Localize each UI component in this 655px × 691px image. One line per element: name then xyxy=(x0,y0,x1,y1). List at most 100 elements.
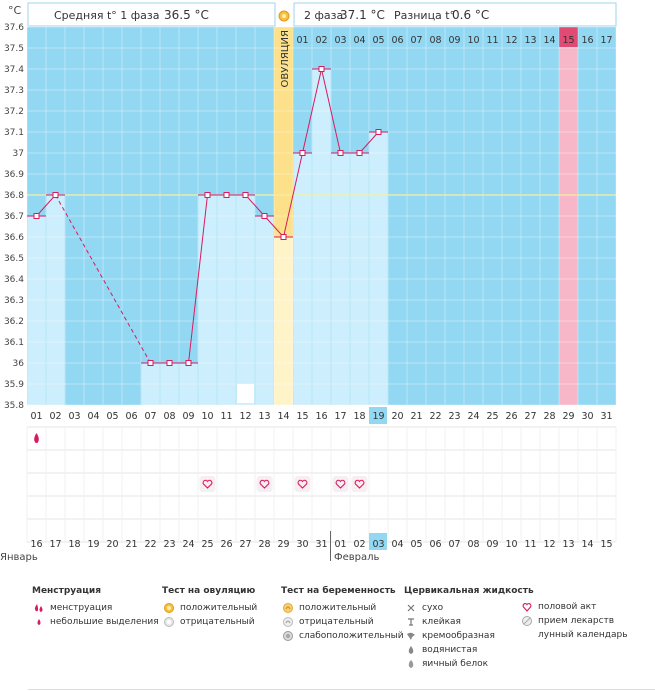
y-tick-label: 37.1 xyxy=(4,128,24,138)
legend-label: отрицательный xyxy=(180,617,255,627)
y-tick-label: 36.8 xyxy=(4,191,24,201)
diff-label: Разница t° xyxy=(394,9,455,22)
cycle-day-label: 01 xyxy=(30,411,42,422)
temperature-bar xyxy=(350,153,369,405)
y-tick-label: 36 xyxy=(13,359,25,369)
legend-other: половой акт прием лекарств лунный календ… xyxy=(520,600,628,642)
calendar-date-label: 28 xyxy=(258,539,270,550)
calendar-date-label: 05 xyxy=(410,539,422,550)
temperature-point xyxy=(223,192,230,198)
calendar-date-label: 26 xyxy=(220,539,232,550)
calendar-date-label: 17 xyxy=(49,539,61,550)
temperature-point xyxy=(52,192,59,198)
dpo-label: 09 xyxy=(448,35,460,46)
temperature-line-segment xyxy=(188,194,208,364)
legend-label: сухо xyxy=(422,603,444,613)
temperature-bar xyxy=(160,363,179,405)
chart-grid xyxy=(26,26,617,406)
dpo-label: 04 xyxy=(353,35,365,46)
calendar-date-label: 29 xyxy=(277,539,289,550)
temperature-line-segment xyxy=(245,194,265,217)
cycle-day-label: 14 xyxy=(277,411,289,422)
y-tick-label: 35.8 xyxy=(4,401,24,411)
egg-white-icon xyxy=(408,660,414,668)
legend-label: отрицательный xyxy=(299,617,374,627)
y-tick-label: 35.9 xyxy=(4,380,24,390)
y-tick-label: 36.4 xyxy=(4,275,24,285)
heart-cell xyxy=(332,476,349,492)
temperature-point xyxy=(204,192,211,198)
dpo-label: 17 xyxy=(600,35,612,46)
cycle-day-label: 05 xyxy=(106,411,118,422)
heart-cell xyxy=(256,476,273,492)
temperature-point xyxy=(166,360,173,366)
sticky-icon xyxy=(408,618,414,626)
legend-cervical-title: Цервикальная жидкость xyxy=(404,586,534,596)
legend-label: лунный календарь xyxy=(538,630,628,640)
chart-header: Средняя t° 1 фаза 36.5 °C 2 фаза 37.1 °C… xyxy=(27,2,617,27)
heart-cell xyxy=(199,476,216,492)
legend-label: прием лекарств xyxy=(538,616,615,626)
calendar-date-label: 20 xyxy=(106,539,118,550)
temperature-point xyxy=(337,150,344,156)
dry-icon xyxy=(407,604,415,612)
cycle-day-label: 09 xyxy=(182,411,194,422)
legend-menstruation-title: Менструация xyxy=(32,586,101,596)
heart-icon xyxy=(335,479,346,489)
legend-label: положительный xyxy=(299,603,377,613)
current-date-marker xyxy=(369,533,387,550)
calendar-date-label: 14 xyxy=(581,539,593,550)
cycle-day-label: 29 xyxy=(562,411,574,422)
temperature-line-segment xyxy=(359,131,379,154)
legend-cervical: Цервикальная жидкость сухо клейкая кремо… xyxy=(404,586,534,671)
dpo-row: 01 02 03 04 05 06 07 08 09 10 11 12 13 14 15 16 17 xyxy=(296,35,612,46)
temperature-bar xyxy=(217,195,236,405)
heart-icon xyxy=(354,479,365,489)
legend-item: лунный календарь xyxy=(520,628,628,642)
calendar-date-label: 27 xyxy=(239,539,251,550)
ovulation-column-bar xyxy=(274,237,293,405)
legend-label: кремообразная xyxy=(422,631,495,641)
y-tick-label: 36.1 xyxy=(4,338,24,348)
legend-label: водянистая xyxy=(422,645,478,655)
drop-double-icon xyxy=(34,604,43,612)
cycle-day-label: 27 xyxy=(524,411,536,422)
month-next-label: Февраль xyxy=(334,552,380,563)
y-tick-label: 36.2 xyxy=(4,317,24,327)
cycle-day-label: 12 xyxy=(239,411,251,422)
calendar-date-label: 11 xyxy=(524,539,536,550)
watery-icon xyxy=(408,646,414,654)
temperature-bar xyxy=(255,216,274,405)
calendar-date-label: 04 xyxy=(391,539,403,550)
legend-item: яичный белок xyxy=(404,657,534,671)
legend: Менструация менструация небольшие выделе… xyxy=(0,580,655,691)
legend-label: небольшие выделения xyxy=(50,617,159,627)
temperature-point xyxy=(147,360,154,366)
phase1-box xyxy=(27,2,276,27)
temperature-line-segment xyxy=(264,215,284,238)
calendar-date-label: 22 xyxy=(144,539,156,550)
y-tick-label: 36.6 xyxy=(4,233,24,243)
legend-ovulation-test-title: Тест на овуляцию xyxy=(162,586,256,596)
cycle-day-label: 15 xyxy=(296,411,308,422)
symbol-grid xyxy=(26,384,617,543)
moon-cell xyxy=(237,384,254,403)
temperature-point xyxy=(356,150,363,156)
legend-item: небольшие выделения xyxy=(32,615,159,629)
dpo-label: 10 xyxy=(467,35,479,46)
cycle-day-label: 21 xyxy=(410,411,422,422)
calendar-date-label: 12 xyxy=(543,539,555,550)
heart-cell xyxy=(351,476,368,492)
calendar-row: 16 17 18 19 20 21 22 23 24 25 26 27 28 29 30 31 01 02 03 04… xyxy=(30,531,613,561)
temperature-bar xyxy=(198,195,217,405)
calendar-date-label: 19 xyxy=(87,539,99,550)
dpo-label: 06 xyxy=(391,35,403,46)
legend-menstruation: Менструация менструация небольшие выделе… xyxy=(32,586,159,629)
legend-item: отрицательный xyxy=(162,615,257,629)
temperature-point xyxy=(299,150,306,156)
y-tick-label: 37.2 xyxy=(4,107,24,117)
calendar-date-label: 31 xyxy=(315,539,327,550)
cycle-day-label: 03 xyxy=(68,411,80,422)
diff-value: 0.6 °C xyxy=(452,8,489,22)
calendar-date-label: 09 xyxy=(486,539,498,550)
